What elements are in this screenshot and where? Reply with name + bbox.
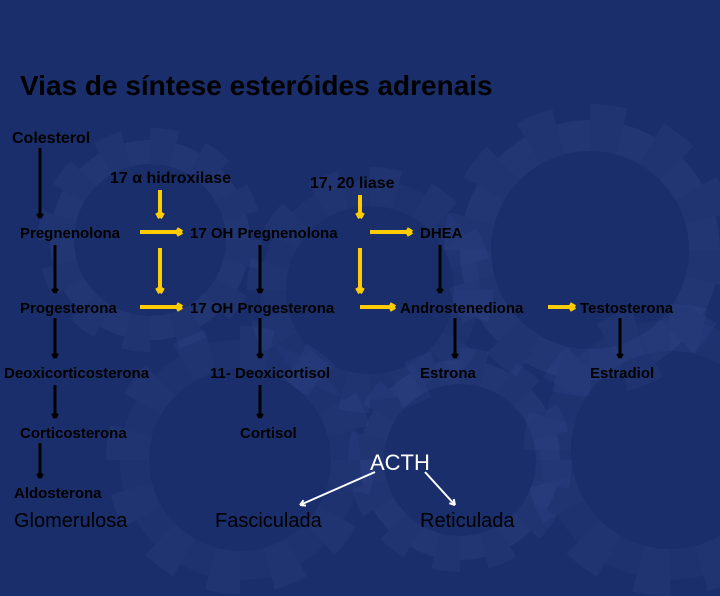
arrowhead-enz17a-down2 xyxy=(157,288,163,293)
node-aldosterone: Aldosterona xyxy=(14,485,102,502)
arrowhead-17ohprog-to-andro xyxy=(390,304,395,310)
node-corticosterone: Corticosterona xyxy=(20,425,127,442)
arrowhead-acth-to-ret xyxy=(449,499,455,505)
node-estrone: Estrona xyxy=(420,365,476,382)
zone-fasciculada: Fasciculada xyxy=(215,510,322,533)
arrowhead-preg-to-17ohpreg xyxy=(177,229,182,235)
node-progesterone: Progesterona xyxy=(20,300,117,317)
node-testosterone: Testosterona xyxy=(580,300,673,317)
arrowhead-prog-to-17ohprog xyxy=(177,304,182,310)
arrowhead-enz1720-down1 xyxy=(357,213,363,218)
arrowhead-doc-to-cortico xyxy=(53,414,58,418)
arrow-acth-to-fasc xyxy=(300,472,375,505)
arrowhead-17ohpreg-to-dhea xyxy=(407,229,412,235)
arrowhead-andro-to-estrone xyxy=(453,354,458,358)
arrowhead-andro-to-testo xyxy=(570,304,575,310)
bg-gear xyxy=(460,120,720,380)
arrowhead-testo-to-estradiol xyxy=(618,354,623,358)
node-deoxycortisol: 11- Deoxicortisol xyxy=(210,365,330,382)
arrowhead-acth-to-fasc xyxy=(300,500,306,505)
page-title: Vias de síntese esteróides adrenais xyxy=(20,70,493,102)
node-estradiol: Estradiol xyxy=(590,365,654,382)
arrowhead-17ohpreg-to-17ohprog xyxy=(258,289,263,293)
arrowhead-17ohprog-to-11doc xyxy=(258,354,263,358)
node-17oh-pregnenolone: 17 OH Pregnenolona xyxy=(190,225,338,242)
node-dhea: DHEA xyxy=(420,225,463,242)
zone-reticulada: Reticulada xyxy=(420,510,515,533)
node-17oh-progesterone: 17 OH Progesterona xyxy=(190,300,334,317)
node-cholesterol: Colesterol xyxy=(12,130,90,148)
node-androstenedione: Androstenediona xyxy=(400,300,523,317)
arrow-acth-to-ret xyxy=(425,472,455,505)
arrowhead-enz17a-down1 xyxy=(157,213,163,218)
arrowhead-cortico-to-aldo xyxy=(38,474,43,478)
arrowhead-dhea-to-andro xyxy=(438,289,443,293)
acth-label: ACTH xyxy=(370,450,430,476)
node-deoxycorticosterone: Deoxicorticosterona xyxy=(4,365,149,382)
node-enz-17a: 17 α hidroxilase xyxy=(110,170,231,188)
arrowhead-chol-to-preg xyxy=(38,214,43,218)
arrowhead-11doc-to-cortisol xyxy=(258,414,263,418)
bg-gear xyxy=(540,320,720,580)
arrowhead-enz1720-down2 xyxy=(357,288,363,293)
arrowhead-prog-to-doc xyxy=(53,354,58,358)
node-cortisol: Cortisol xyxy=(240,425,297,442)
node-pregnenolone: Pregnenolona xyxy=(20,225,120,242)
arrowhead-preg-to-prog xyxy=(53,289,58,293)
node-enz-1720: 17, 20 liase xyxy=(310,175,395,193)
zone-glomerulosa: Glomerulosa xyxy=(14,510,127,533)
